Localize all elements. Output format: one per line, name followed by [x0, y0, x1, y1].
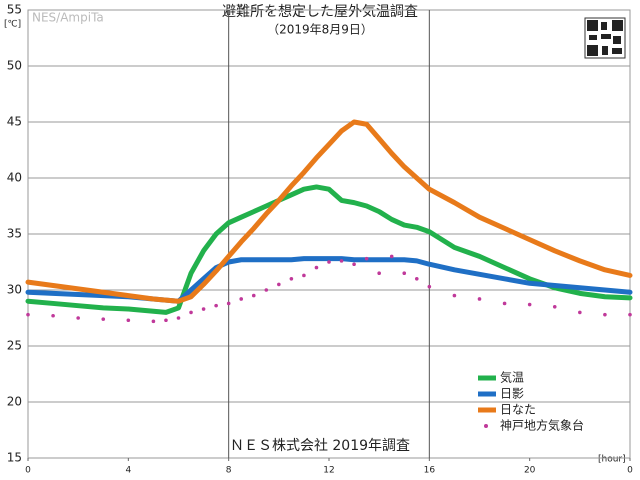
data-point [603, 312, 607, 317]
x-tick-label: 12 [323, 466, 334, 476]
data-point [527, 302, 532, 307]
y-tick-label: 15 [7, 451, 22, 465]
legend-label: 日なた [500, 403, 536, 417]
x-tick-label: 0 [627, 466, 633, 476]
legend-label: 神戸地方気象台 [500, 418, 584, 433]
data-point [214, 303, 218, 308]
chart-subtitle: （2019年8月9日） [267, 23, 373, 37]
data-point [239, 297, 244, 301]
data-point [76, 316, 80, 320]
annotation: ＮＥＳ株式会社 2019年調査 [230, 438, 410, 454]
data-point [26, 312, 30, 317]
y-tick-label: 55 [7, 3, 22, 17]
data-point [377, 271, 381, 276]
series-line [25, 184, 633, 315]
data-point [339, 259, 344, 263]
legend-swatch [484, 424, 488, 428]
x-tick-label: 0 [25, 466, 31, 476]
x-tick-label: 20 [524, 466, 536, 476]
x-tick-label: 8 [226, 466, 232, 476]
y-tick-label: 35 [7, 227, 22, 241]
data-point [164, 318, 168, 323]
x-tick-label: 16 [424, 466, 436, 476]
data-point [189, 310, 193, 315]
data-point [389, 254, 394, 259]
chart-title: 避難所を想定した屋外気温調査 [222, 4, 418, 20]
y-tick-label: 20 [7, 395, 22, 409]
y-tick-label: 30 [7, 283, 22, 297]
data-point [201, 307, 206, 311]
y-tick-label: 50 [7, 59, 22, 73]
data-point [578, 310, 582, 315]
data-point [364, 256, 369, 261]
y-tick-label: 45 [7, 115, 22, 129]
x-axis-label: [hour] [598, 455, 626, 465]
data-point [427, 284, 432, 289]
data-point [502, 301, 507, 306]
series-line [25, 119, 633, 304]
data-point [552, 305, 557, 309]
data-point [314, 265, 319, 270]
y-axis-label: [℃] [4, 20, 21, 30]
data-point [176, 316, 181, 320]
data-point [628, 312, 632, 317]
data-point [452, 293, 457, 298]
data-point [414, 277, 419, 281]
data-point [402, 271, 407, 276]
qr-code [584, 17, 626, 59]
data-point [51, 313, 55, 318]
watermark: NES/AmpiTa [32, 11, 104, 25]
data-point [226, 301, 231, 306]
data-point [277, 282, 281, 287]
data-point [477, 297, 482, 301]
y-tick-label: 25 [7, 339, 22, 353]
legend-label: 気温 [500, 370, 524, 385]
data-point [151, 319, 156, 324]
y-tick-label: 40 [7, 171, 22, 185]
data-point [251, 293, 256, 298]
data-point [101, 317, 106, 321]
data-point [352, 262, 356, 267]
data-point [302, 273, 306, 278]
data-point [289, 277, 294, 281]
x-tick-label: 4 [125, 466, 131, 476]
legend-label: 日影 [500, 387, 524, 401]
data-point [327, 260, 331, 264]
data-point [264, 288, 269, 292]
data-point [126, 318, 131, 323]
